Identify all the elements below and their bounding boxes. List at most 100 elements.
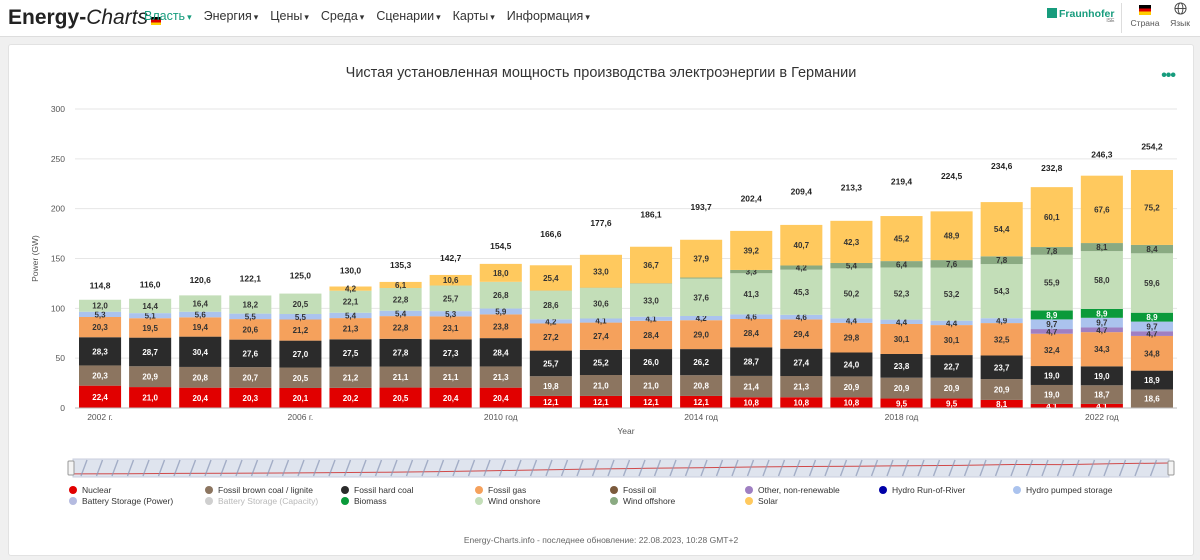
legend-marker[interactable] [745,497,753,505]
nav-item[interactable]: Цены ▾ [270,9,309,23]
bar-segment[interactable] [1130,389,1173,408]
range-navigator[interactable] [72,458,1170,478]
bar-segment[interactable] [930,398,973,408]
bar-segment[interactable] [830,318,873,323]
legend-marker[interactable] [475,486,483,494]
nav-item[interactable]: Сценарии ▾ [376,9,440,23]
bar-segment[interactable] [279,387,322,408]
bar-segment[interactable] [1030,187,1073,248]
bar-segment[interactable] [529,319,572,324]
bar-segment[interactable] [179,311,222,318]
bar-segment[interactable] [579,349,622,376]
bar-segment[interactable] [830,220,873,263]
bar-segment[interactable] [880,319,923,324]
bar-segment[interactable] [179,317,222,337]
bar-segment[interactable] [680,320,723,350]
bar-segment[interactable] [1080,308,1123,318]
bar-segment[interactable] [1130,169,1173,245]
bar-segment[interactable] [1130,312,1173,322]
legend-marker[interactable] [69,486,77,494]
bar-segment[interactable] [1080,385,1123,404]
bar-segment[interactable] [780,319,823,349]
legend-item-label[interactable]: Nuclear [82,485,111,495]
bar-segment[interactable] [1030,310,1073,320]
bar-segment[interactable] [579,375,622,396]
legend-item-label[interactable]: Battery Storage (Capacity) [218,496,318,506]
bar-segment[interactable] [630,375,673,396]
bar-segment[interactable] [930,355,973,378]
bar-segment[interactable] [980,355,1023,380]
bar-segment[interactable] [680,239,723,278]
bar-segment[interactable] [1080,251,1123,309]
bar-segment[interactable] [379,366,422,388]
legend-marker[interactable] [341,497,349,505]
bar-segment[interactable] [79,299,122,312]
bar-segment[interactable] [529,323,572,351]
bar-segment[interactable] [1130,321,1173,332]
nav-item[interactable]: Власть ▾ [144,9,192,23]
bar-segment[interactable] [780,224,823,266]
bar-segment[interactable] [329,286,372,291]
legend-marker[interactable] [69,497,77,505]
bar-segment[interactable] [730,318,773,348]
bar-segment[interactable] [529,395,572,408]
bar-segment[interactable] [479,314,522,339]
bar-segment[interactable] [379,316,422,339]
bar-segment[interactable] [229,339,272,368]
bar-segment[interactable] [379,387,422,408]
bar-segment[interactable] [229,295,272,314]
bar-segment[interactable] [329,318,372,340]
chart-menu-icon[interactable]: ••• [1161,67,1176,84]
bar-segment[interactable] [880,377,923,399]
bar-segment[interactable] [880,267,923,320]
bar-segment[interactable] [680,395,723,408]
bar-segment[interactable] [830,352,873,377]
bar-segment[interactable] [930,377,973,399]
bar-segment[interactable] [479,366,522,388]
legend-item-label[interactable]: Wind onshore [488,496,541,506]
bar-segment[interactable] [379,310,422,317]
bar-segment[interactable] [680,316,723,321]
language-button[interactable]: Язык [1163,2,1197,28]
bar-segment[interactable] [79,385,122,408]
legend-item-label[interactable]: Fossil hard coal [354,485,414,495]
bar-segment[interactable] [730,347,773,376]
legend-item-label[interactable]: Fossil brown coal / lignite [218,485,313,495]
bar-segment[interactable] [1030,319,1073,330]
bar-segment[interactable] [980,323,1023,356]
bar-segment[interactable] [1130,253,1173,313]
bar-segment[interactable] [1080,175,1123,244]
bar-segment[interactable] [1030,403,1073,408]
bar-segment[interactable] [329,366,372,388]
bar-segment[interactable] [129,298,172,314]
bar-segment[interactable] [880,323,923,354]
bar-segment[interactable] [279,293,322,315]
navigator-handle-left[interactable] [67,460,75,476]
bar-segment[interactable] [730,269,773,274]
bar-segment[interactable] [429,387,472,408]
legend-item-label[interactable]: Wind offshore [623,496,676,506]
bar-segment[interactable] [830,268,873,319]
bar-segment[interactable] [880,261,923,268]
bar-segment[interactable] [730,375,773,398]
bar-segment[interactable] [830,322,873,353]
bar-segment[interactable] [79,337,122,366]
legend-marker[interactable] [341,486,349,494]
bar-segment[interactable] [1080,327,1123,333]
legend-marker[interactable] [745,486,753,494]
bar-segment[interactable] [529,350,572,377]
bar-segment[interactable] [129,318,172,338]
bar-segment[interactable] [730,314,773,319]
bar-segment[interactable] [880,353,923,378]
bar-segment[interactable] [980,318,1023,324]
bar-segment[interactable] [429,366,472,388]
bar-segment[interactable] [129,366,172,388]
bar-segment[interactable] [329,339,372,367]
legend-marker[interactable] [205,486,213,494]
bar-segment[interactable] [579,322,622,350]
bar-segment[interactable] [830,262,873,269]
bar-segment[interactable] [830,376,873,398]
bar-segment[interactable] [630,283,673,317]
legend-marker[interactable] [610,497,618,505]
bar-segment[interactable] [880,216,923,262]
